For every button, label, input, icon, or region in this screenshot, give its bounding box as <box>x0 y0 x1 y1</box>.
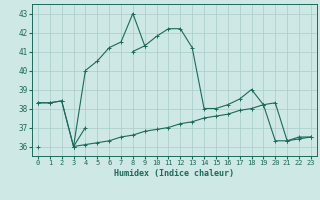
X-axis label: Humidex (Indice chaleur): Humidex (Indice chaleur) <box>115 169 234 178</box>
